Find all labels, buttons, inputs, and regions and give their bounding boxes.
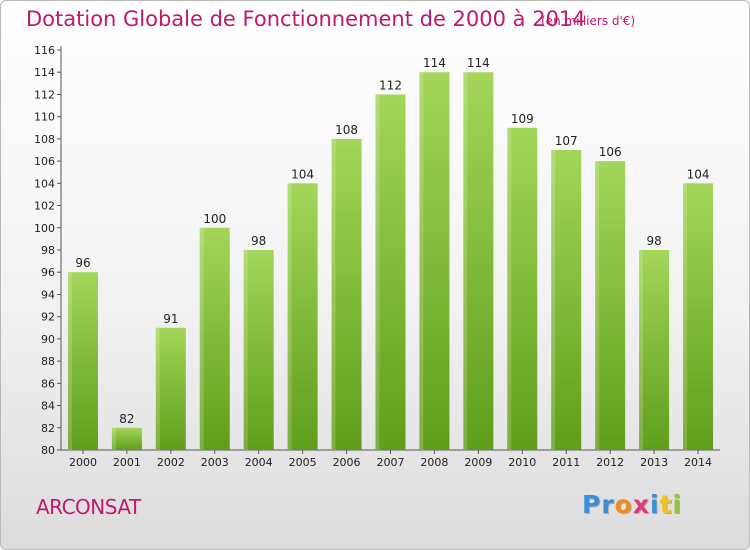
data-label-2004: 98 (251, 234, 266, 248)
bar-highlight (67, 272, 72, 450)
bar-highlight (375, 94, 380, 450)
chart-title: Dotation Globale de Fonctionnement de 20… (26, 7, 586, 31)
data-label-2012: 106 (599, 145, 622, 159)
logo-letter: i (672, 490, 683, 519)
bar-2005 (287, 183, 318, 451)
data-label-2013: 98 (646, 234, 661, 248)
x-tick-label-2010: 2010 (508, 456, 536, 469)
y-tick-label: 116 (34, 44, 55, 57)
bar-highlight (331, 138, 336, 450)
x-tick-label-2008: 2008 (420, 456, 448, 469)
data-label-2002: 91 (163, 312, 178, 326)
bar-highlight (419, 72, 424, 450)
bar-highlight (155, 327, 160, 450)
data-label-2001: 82 (119, 412, 134, 426)
commune-name: ARCONSAT (36, 495, 141, 519)
data-label-2009: 114 (467, 56, 490, 70)
y-tick-label: 114 (34, 66, 55, 79)
bar-highlight (111, 427, 116, 450)
y-tick-label: 106 (34, 155, 55, 168)
data-label-2010: 109 (511, 112, 534, 126)
x-tick-label-2007: 2007 (377, 456, 405, 469)
logo-letter: o (614, 490, 633, 519)
y-tick-label: 104 (34, 177, 55, 190)
bar-highlight (639, 250, 644, 450)
y-tick-label: 98 (41, 244, 55, 257)
x-tick-label-2012: 2012 (596, 456, 624, 469)
y-tick-label: 86 (41, 377, 55, 390)
y-tick-label: 100 (34, 222, 55, 235)
bar-2011 (551, 150, 582, 450)
x-tick-label-2006: 2006 (333, 456, 361, 469)
x-tick-label-2000: 2000 (69, 456, 97, 469)
bar-highlight (507, 127, 512, 451)
bar-2007 (375, 94, 406, 450)
bar-highlight (287, 183, 292, 451)
x-tick-label-2014: 2014 (684, 456, 712, 469)
bar-2004 (243, 250, 274, 450)
y-tick-label: 92 (41, 311, 55, 324)
y-tick-label: 96 (41, 266, 55, 279)
bar-2000 (67, 272, 98, 450)
data-label-2000: 96 (75, 256, 90, 270)
data-label-2003: 100 (203, 212, 226, 226)
x-tick-label-2009: 2009 (464, 456, 492, 469)
data-label-2006: 108 (335, 123, 358, 137)
x-tick-label-2005: 2005 (289, 456, 317, 469)
bar-2010 (507, 127, 538, 451)
bar-highlight (243, 250, 248, 450)
data-label-2011: 107 (555, 134, 578, 148)
bar-2002 (155, 327, 186, 450)
y-tick-label: 90 (41, 333, 55, 346)
y-tick-label: 110 (34, 111, 55, 124)
bar-2012 (595, 161, 626, 450)
bars (67, 72, 714, 451)
y-tick-label: 84 (41, 400, 55, 413)
y-tick-label: 80 (41, 444, 55, 457)
bar-highlight (683, 183, 688, 451)
y-tick-label: 112 (34, 88, 55, 101)
x-tick-label-2002: 2002 (157, 456, 185, 469)
logo-letter: r (601, 490, 615, 519)
bar-highlight (551, 150, 556, 450)
logo-letter: t (659, 490, 673, 519)
bar-2014 (683, 183, 714, 451)
x-tick-label-2003: 2003 (201, 456, 229, 469)
x-tick-label-2004: 2004 (245, 456, 273, 469)
x-tick-label-2011: 2011 (552, 456, 580, 469)
data-label-2005: 104 (291, 167, 314, 181)
bar-2008 (419, 72, 450, 450)
y-tick-label: 88 (41, 355, 55, 368)
x-tick-label-2001: 2001 (113, 456, 141, 469)
bar-highlight (199, 227, 204, 450)
y-tick-label: 108 (34, 133, 55, 146)
logo-letter: x (632, 490, 650, 519)
bar-labels: 96 82 91 100 98 104 108 112 114 114 109 107 106 98 104 (75, 56, 709, 426)
data-label-2007: 112 (379, 78, 402, 92)
data-label-2008: 114 (423, 56, 446, 70)
y-tick-label: 82 (41, 422, 55, 435)
bar-2003 (199, 227, 230, 450)
bar-2001 (111, 427, 142, 450)
proxiti-logo: Proxiti (582, 490, 682, 519)
bar-highlight (463, 72, 468, 450)
logo-letter: i (650, 490, 660, 519)
chart-subtitle: (en milliers d'€) (541, 14, 636, 28)
x-tick-label-2013: 2013 (640, 456, 668, 469)
data-label-2014: 104 (687, 167, 710, 181)
bar-2006 (331, 138, 362, 450)
y-tick-label: 102 (34, 200, 55, 213)
bar-highlight (595, 161, 600, 450)
y-tick-label: 94 (41, 288, 55, 301)
logo-letter: P (582, 490, 602, 519)
bar-2009 (463, 72, 494, 450)
bar-2013 (639, 250, 670, 450)
